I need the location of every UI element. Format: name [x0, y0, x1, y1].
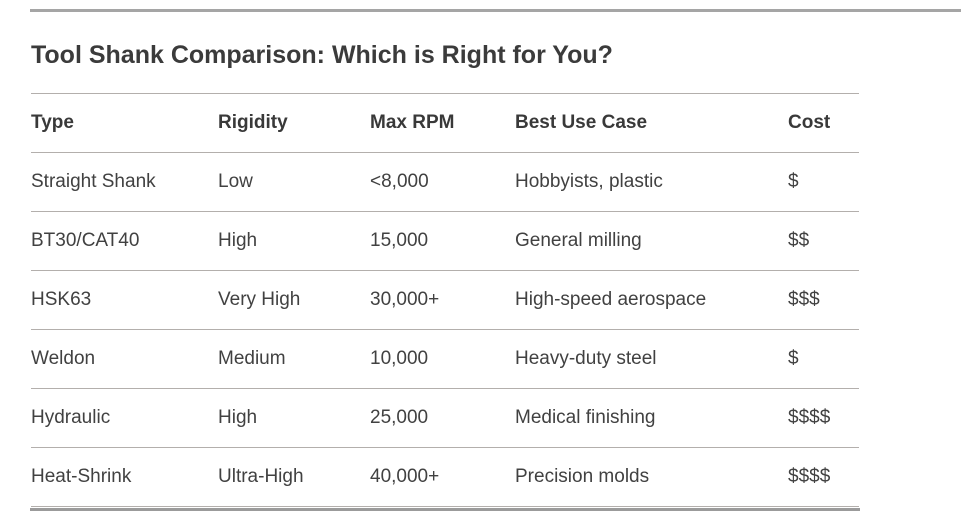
table-body: Straight Shank Low <8,000 Hobbyists, pla…	[31, 152, 859, 507]
cell-best-use-case: High-speed aerospace	[515, 270, 788, 330]
cell-cost: $$$$	[788, 388, 859, 448]
cell-best-use-case: Heavy-duty steel	[515, 329, 788, 389]
cell-best-use-case: Precision molds	[515, 447, 788, 507]
cell-best-use-case: Hobbyists, plastic	[515, 152, 788, 212]
cell-rigidity: High	[218, 211, 370, 271]
cell-max-rpm: 10,000	[370, 329, 515, 389]
header-row: Type Rigidity Max RPM Best Use Case Cost	[31, 93, 859, 153]
column-header-max-rpm: Max RPM	[370, 93, 515, 153]
cell-type: BT30/CAT40	[31, 211, 218, 271]
cell-cost: $	[788, 152, 859, 212]
cell-type: Hydraulic	[31, 388, 218, 448]
table-row-heat-shrink: Heat-Shrink Ultra-High 40,000+ Precision…	[31, 447, 859, 507]
table-header: Type Rigidity Max RPM Best Use Case Cost	[31, 93, 859, 153]
cell-type: Straight Shank	[31, 152, 218, 212]
cell-cost: $$$$	[788, 447, 859, 507]
cell-cost: $$$	[788, 270, 859, 330]
cell-type: Heat-Shrink	[31, 447, 218, 507]
table-row-bt30-cat40: BT30/CAT40 High 15,000 General milling $…	[31, 211, 859, 271]
table-row-weldon: Weldon Medium 10,000 Heavy-duty steel $	[31, 329, 859, 389]
tool-shank-comparison-table: Type Rigidity Max RPM Best Use Case Cost…	[31, 93, 859, 507]
article-page: Tool Shank Comparison: Which is Right fo…	[0, 9, 961, 516]
top-section-divider	[30, 9, 961, 12]
cell-max-rpm: 15,000	[370, 211, 515, 271]
cell-cost: $	[788, 329, 859, 389]
cell-max-rpm: <8,000	[370, 152, 515, 212]
cell-type: HSK63	[31, 270, 218, 330]
column-header-cost: Cost	[788, 93, 859, 153]
cell-rigidity: Medium	[218, 329, 370, 389]
cell-best-use-case: Medical finishing	[515, 388, 788, 448]
cell-cost: $$	[788, 211, 859, 271]
page-title: Tool Shank Comparison: Which is Right fo…	[31, 41, 613, 69]
table-row-hydraulic: Hydraulic High 25,000 Medical finishing …	[31, 388, 859, 448]
bottom-section-divider	[30, 508, 860, 511]
cell-max-rpm: 30,000+	[370, 270, 515, 330]
cell-max-rpm: 40,000+	[370, 447, 515, 507]
cell-best-use-case: General milling	[515, 211, 788, 271]
column-header-type: Type	[31, 93, 218, 153]
cell-rigidity: Very High	[218, 270, 370, 330]
cell-type: Weldon	[31, 329, 218, 389]
cell-rigidity: High	[218, 388, 370, 448]
cell-rigidity: Low	[218, 152, 370, 212]
cell-rigidity: Ultra-High	[218, 447, 370, 507]
column-header-best-use-case: Best Use Case	[515, 93, 788, 153]
table-row-straight-shank: Straight Shank Low <8,000 Hobbyists, pla…	[31, 152, 859, 212]
cell-max-rpm: 25,000	[370, 388, 515, 448]
column-header-rigidity: Rigidity	[218, 93, 370, 153]
table-row-hsk63: HSK63 Very High 30,000+ High-speed aeros…	[31, 270, 859, 330]
